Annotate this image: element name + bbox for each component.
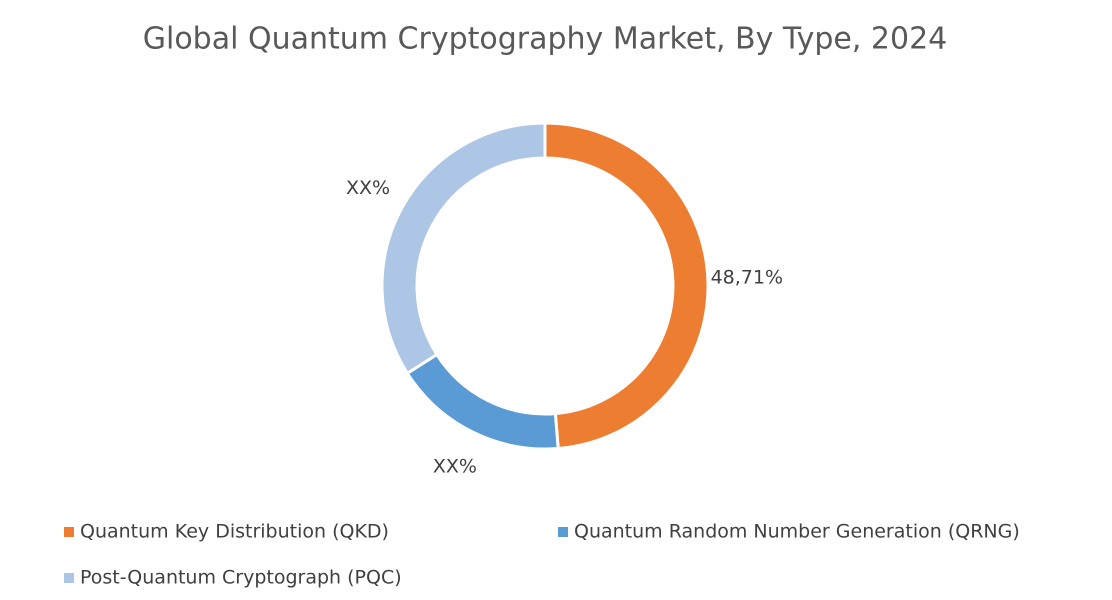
- donut-slice: [380, 121, 547, 376]
- donut-slice: [543, 121, 710, 451]
- legend-label: Post-Quantum Cryptograph (PQC): [80, 567, 402, 589]
- data-label: XX%: [346, 177, 390, 199]
- legend-swatch: [558, 527, 568, 537]
- legend-swatch: [64, 527, 74, 537]
- donut-slice: [405, 352, 560, 451]
- legend-swatch: [64, 573, 74, 583]
- legend-label: Quantum Random Number Generation (QRNG): [574, 521, 1020, 543]
- data-label: XX%: [433, 455, 477, 477]
- legend-label: Quantum Key Distribution (QKD): [80, 521, 389, 543]
- data-label: 48,71%: [711, 266, 783, 288]
- chart-title: Global Quantum Cryptography Market, By T…: [143, 22, 948, 57]
